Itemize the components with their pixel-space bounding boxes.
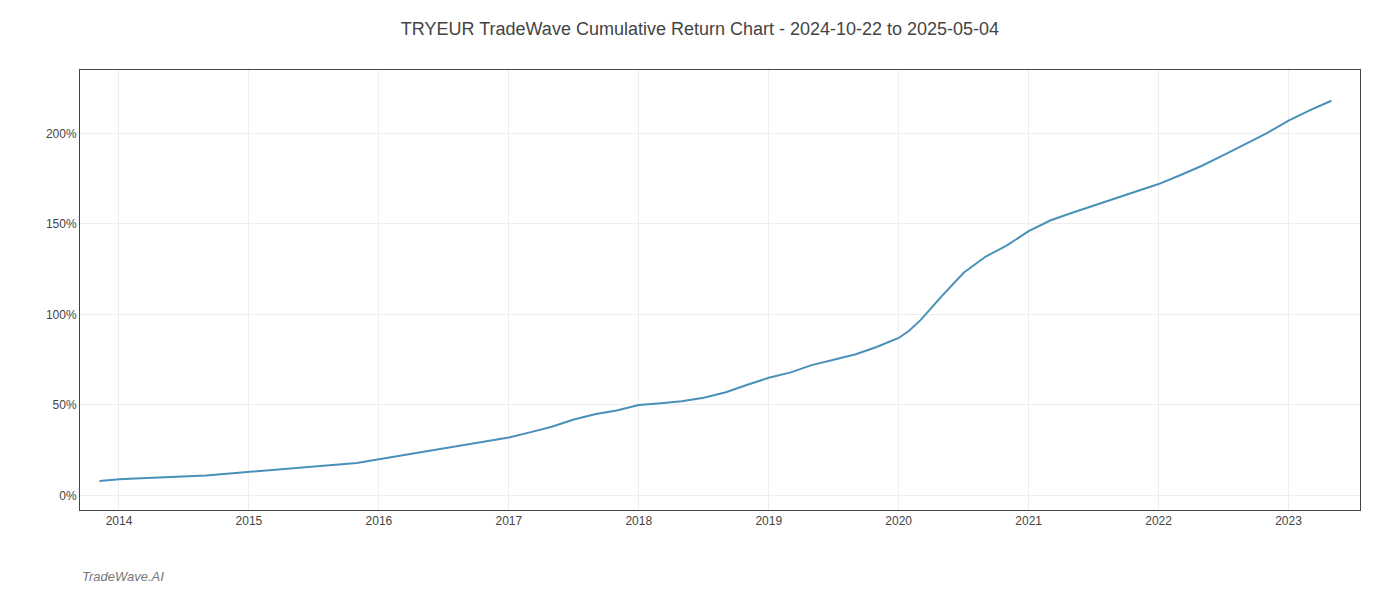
svg-text:2022: 2022	[1145, 514, 1172, 528]
svg-text:50%: 50%	[53, 398, 77, 412]
svg-text:100%: 100%	[46, 308, 77, 322]
svg-text:2019: 2019	[755, 514, 782, 528]
svg-text:2018: 2018	[625, 514, 652, 528]
svg-text:2015: 2015	[236, 514, 263, 528]
svg-text:2014: 2014	[106, 514, 133, 528]
svg-text:150%: 150%	[46, 217, 77, 231]
svg-text:TradeWave.AI: TradeWave.AI	[82, 569, 164, 584]
svg-text:2020: 2020	[885, 514, 912, 528]
svg-text:2023: 2023	[1275, 514, 1302, 528]
svg-text:2021: 2021	[1015, 514, 1042, 528]
svg-text:2016: 2016	[366, 514, 393, 528]
svg-text:200%: 200%	[46, 127, 77, 141]
svg-text:TRYEUR TradeWave Cumulative Re: TRYEUR TradeWave Cumulative Return Chart…	[401, 19, 999, 39]
svg-text:2017: 2017	[495, 514, 522, 528]
svg-text:0%: 0%	[59, 489, 77, 503]
